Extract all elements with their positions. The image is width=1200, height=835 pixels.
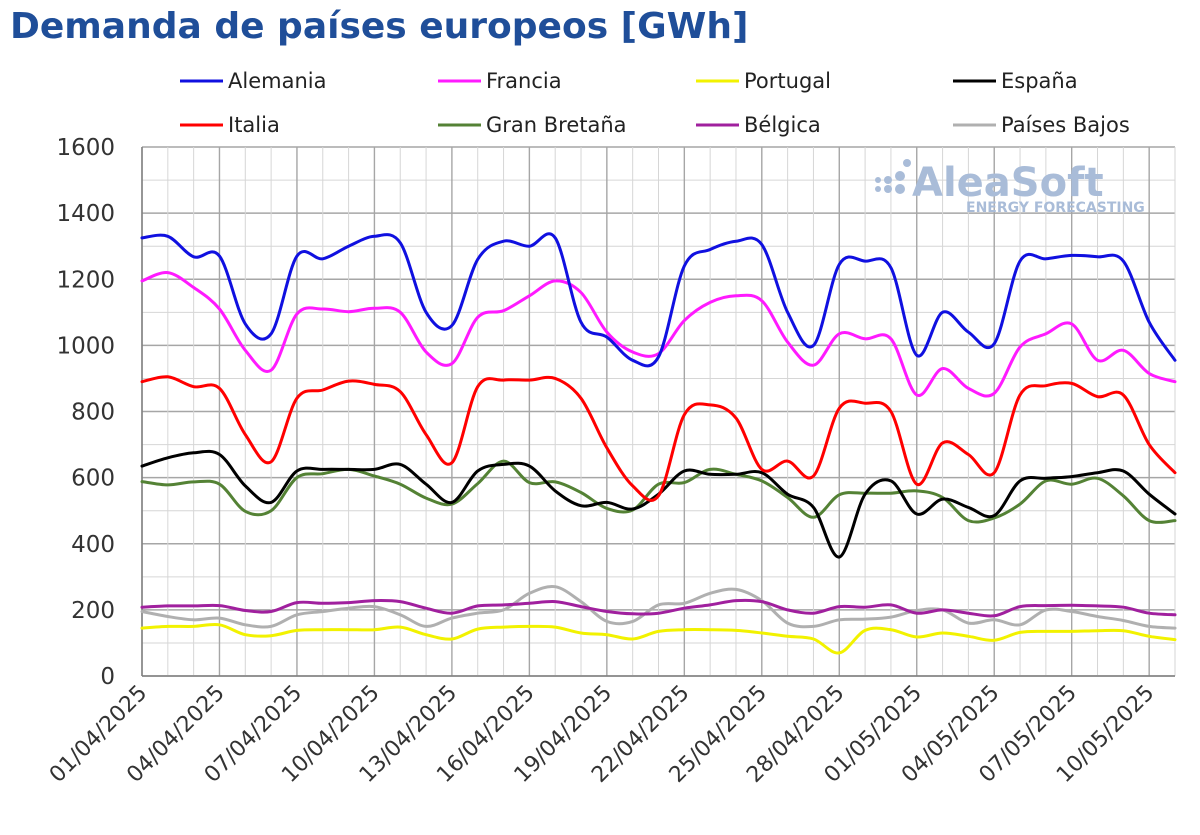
chart-title: Demanda de países europeos [GWh] (10, 6, 749, 47)
watermark-brand: AleaSoft (912, 160, 1104, 206)
y-tick-label: 400 (71, 532, 115, 558)
watermark-logo: AleaSoft ENERGY FORECASTING (875, 159, 1145, 216)
legend-label: España (1001, 69, 1078, 93)
legend: Alemania Francia Portugal España Italia Gran … (180, 69, 1130, 137)
y-tick-label: 1600 (56, 135, 115, 161)
watermark-tagline: ENERGY FORECASTING (966, 200, 1145, 216)
series-line-alemania (140, 232, 1177, 368)
y-tick-label: 0 (100, 664, 115, 690)
series-line-paises-bajos (140, 584, 1177, 630)
y-tick-label: 200 (71, 598, 115, 624)
series-line-belgica (140, 598, 1177, 618)
series-line-gran-bretana (140, 459, 1177, 524)
legend-label: Francia (486, 69, 562, 93)
series-line-italia (140, 375, 1177, 502)
legend-label: Alemania (228, 69, 326, 93)
legend-label: Italia (228, 113, 280, 137)
y-tick-label: 1200 (56, 267, 115, 293)
series-lines (140, 232, 1177, 655)
y-tick-label: 800 (71, 400, 115, 426)
legend-label: Países Bajos (1001, 113, 1130, 137)
legend-label: Portugal (744, 69, 831, 93)
y-tick-label: 600 (71, 466, 115, 492)
axes: 0200400600800100012001400160001/04/20250… (45, 135, 1175, 788)
series-line-portugal (140, 622, 1177, 655)
legend-label: Bélgica (744, 113, 821, 137)
y-tick-label: 1400 (56, 201, 115, 227)
grid (141, 146, 1176, 677)
legend-label: Gran Bretaña (486, 113, 627, 137)
y-tick-label: 1000 (56, 333, 115, 359)
logo-dots-icon (875, 159, 911, 194)
